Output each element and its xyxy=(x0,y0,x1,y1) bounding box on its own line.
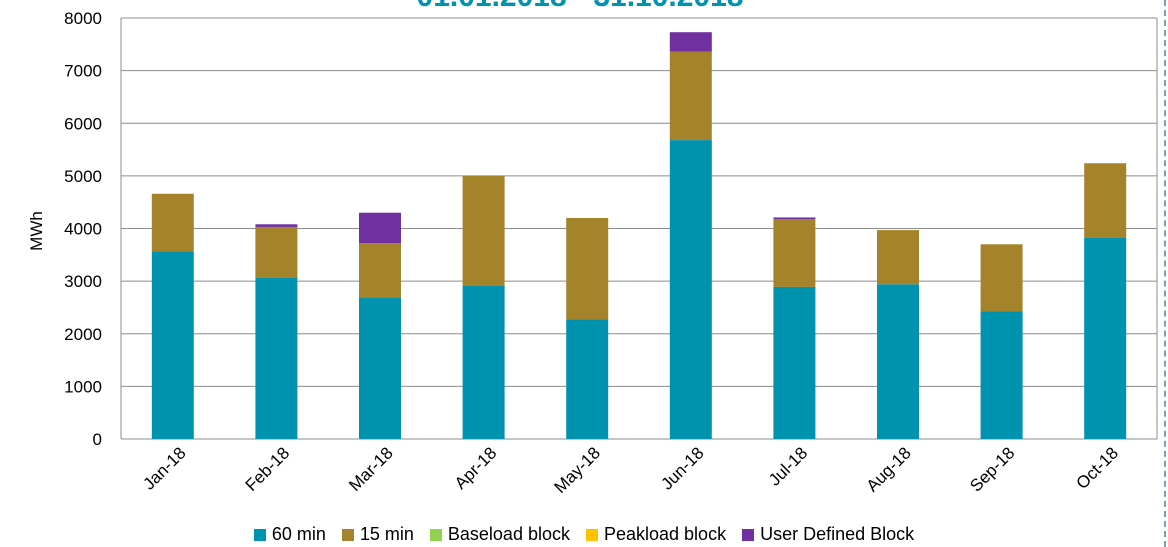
bar-segment xyxy=(359,243,401,298)
bar-segment xyxy=(980,311,1023,439)
legend-label: Peakload block xyxy=(603,524,727,544)
x-tick-label: Jul-18 xyxy=(765,443,811,489)
legend: 60 min 15 min Baseload block Peakload block… xyxy=(0,522,1168,547)
bar-segment xyxy=(980,244,1023,312)
bar-segment xyxy=(877,284,919,439)
legend-item: Peakload block xyxy=(585,524,727,545)
x-tick-label: Jan-18 xyxy=(139,443,189,493)
bar-segment xyxy=(462,175,505,286)
bar-segment xyxy=(359,212,401,244)
x-tick-label: Oct-18 xyxy=(1073,443,1123,493)
bar-segment xyxy=(669,140,712,439)
y-tick-label: 5000 xyxy=(64,167,102,186)
y-tick-label: 1000 xyxy=(64,377,102,396)
y-tick-label: 7000 xyxy=(64,62,102,81)
legend-item: Baseload block xyxy=(429,524,570,545)
y-tick-label: 2000 xyxy=(64,325,102,344)
x-tick-label: Jun-18 xyxy=(657,443,707,493)
y-tick-label: 8000 xyxy=(64,9,102,28)
legend-swatch xyxy=(253,528,266,541)
bar-segment xyxy=(151,193,194,252)
bars-group xyxy=(151,32,1127,439)
legend-swatch xyxy=(742,528,755,541)
x-tick-label: Mar-18 xyxy=(345,443,397,495)
bar-segment xyxy=(566,217,609,320)
bar-segment xyxy=(566,319,609,439)
bar-segment xyxy=(359,297,401,439)
y-tick-label: 3000 xyxy=(64,272,102,291)
x-tick-label: Feb-18 xyxy=(242,443,294,495)
x-tick-label: Apr-18 xyxy=(451,443,501,493)
x-tick-label: Sep-18 xyxy=(966,443,1018,495)
bar-segment xyxy=(669,32,712,52)
legend-item: User Defined Block xyxy=(742,524,914,545)
bar-segment xyxy=(773,219,816,287)
selection-border xyxy=(1164,0,1168,547)
bar-segment xyxy=(877,230,919,285)
y-tick-label: 4000 xyxy=(64,220,102,239)
bar-segment xyxy=(255,226,298,278)
legend-swatch xyxy=(585,528,598,541)
bar-segment xyxy=(1084,163,1127,238)
x-axis-ticks: Jan-18 Feb-18 Mar-18 Apr-18 May-18 Jun-18 Jul-… xyxy=(139,443,1122,497)
legend-swatch xyxy=(341,528,354,541)
x-tick-label: Aug-18 xyxy=(863,443,915,495)
legend-label: 15 min xyxy=(359,524,414,544)
y-tick-label: 0 xyxy=(93,430,102,449)
bar-segment xyxy=(255,224,298,227)
bar-segment xyxy=(1084,237,1127,439)
bar-segment xyxy=(773,217,816,220)
legend-label: 60 min xyxy=(271,524,326,544)
x-tick-label: May-18 xyxy=(551,443,605,497)
bar-segment xyxy=(669,51,712,141)
y-tick-label: 6000 xyxy=(64,114,102,133)
bar-segment xyxy=(151,251,194,439)
legend-label: User Defined Block xyxy=(760,524,915,544)
chart-title: 01.01.2018 - 31.10.2018 xyxy=(417,0,744,13)
legend-item: 15 min xyxy=(341,524,414,545)
bar-segment xyxy=(462,285,505,439)
y-axis-ticks: 0 1000 2000 3000 4000 5000 6000 7000 8000 xyxy=(64,9,102,449)
y-axis-label: MWh xyxy=(27,211,46,251)
legend-swatch xyxy=(429,528,442,541)
legend-label: Baseload block xyxy=(447,524,570,544)
legend-item: 60 min xyxy=(253,524,326,545)
bar-segment xyxy=(255,277,298,439)
bar-segment xyxy=(773,286,816,439)
